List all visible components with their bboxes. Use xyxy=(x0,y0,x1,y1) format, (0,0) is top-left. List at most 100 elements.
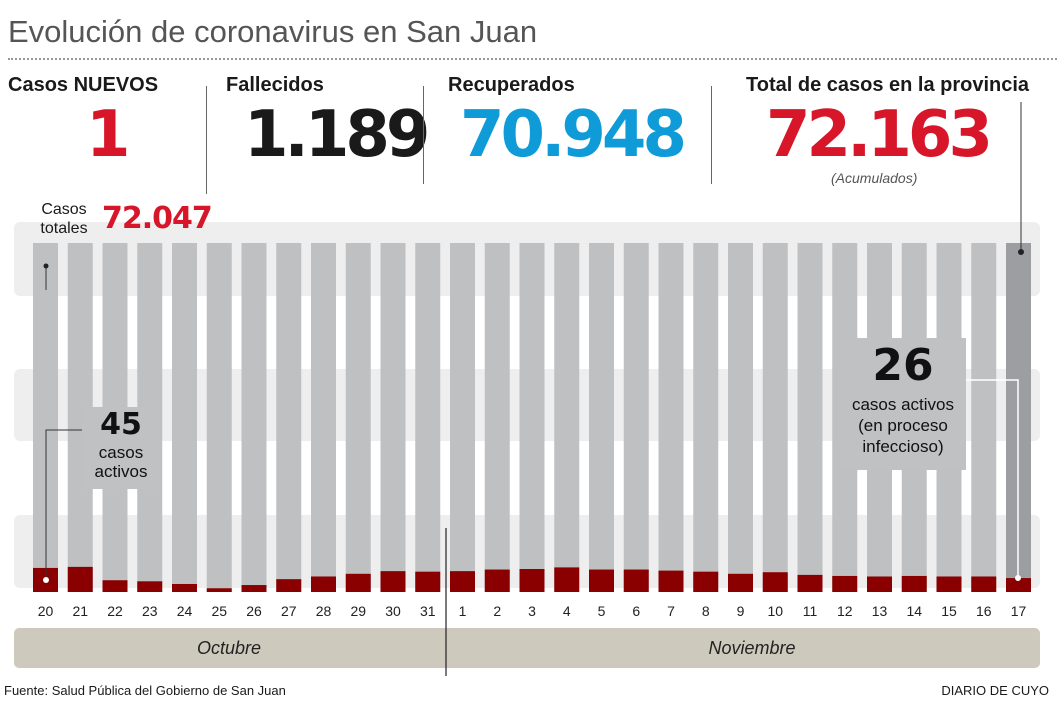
total-bar xyxy=(206,243,232,592)
active-cases-bar xyxy=(832,575,858,592)
pointer-line xyxy=(966,379,1019,578)
active-cases-bar xyxy=(484,569,510,592)
total-bar xyxy=(276,243,302,592)
start-annotation-value: 45 xyxy=(100,407,142,442)
end-annotation: 26 casos activos (en proceso infeccioso) xyxy=(840,338,966,470)
active-cases-bar xyxy=(797,574,823,592)
end-annotation-value: 26 xyxy=(872,340,934,391)
x-tick-label: 29 xyxy=(350,603,366,619)
total-bar xyxy=(484,243,510,592)
x-tick-label: 22 xyxy=(107,603,123,619)
start-annotation-text: casos activos xyxy=(94,443,148,481)
new-cases-label: Casos NUEVOS xyxy=(8,74,159,96)
month-label: Noviembre xyxy=(708,638,795,658)
total-note: (Acumulados) xyxy=(831,170,918,186)
active-cases-bar xyxy=(415,571,441,592)
separator xyxy=(423,86,424,184)
active-cases-bar xyxy=(450,571,475,592)
active-cases-bar xyxy=(206,588,232,592)
month-strip xyxy=(14,628,1040,668)
active-cases-bar xyxy=(172,583,197,592)
end-annotation-text: casos activos xyxy=(851,395,955,414)
total-bar xyxy=(311,243,336,592)
x-tick-label: 7 xyxy=(667,603,675,619)
separator xyxy=(711,86,712,184)
active-cases-bar xyxy=(276,579,302,592)
x-tick-label: 24 xyxy=(177,603,193,619)
pointer-dot xyxy=(43,577,49,583)
total-bar xyxy=(380,243,406,592)
active-cases-bar xyxy=(728,573,753,592)
pointer-dot xyxy=(1018,249,1024,255)
active-cases-bar xyxy=(589,569,614,592)
total-bar xyxy=(450,243,475,592)
x-tick-label: 12 xyxy=(837,603,853,619)
total-bar xyxy=(693,243,719,592)
total-bar xyxy=(971,243,997,592)
active-cases-bar xyxy=(102,580,128,592)
active-cases-bar xyxy=(311,576,336,592)
x-tick-label: 27 xyxy=(281,603,297,619)
start-total-value: 72.047 xyxy=(102,201,213,236)
active-cases-bar xyxy=(901,575,927,592)
total-bar xyxy=(623,243,649,592)
x-tick-label: 14 xyxy=(906,603,922,619)
brand-text: DIARIO DE CUYO xyxy=(941,683,1049,698)
x-tick-label: 16 xyxy=(976,603,992,619)
active-cases-bar xyxy=(345,573,371,592)
active-cases-bar xyxy=(762,572,788,592)
x-tick-label: 28 xyxy=(316,603,332,619)
active-cases-bar xyxy=(554,567,580,592)
x-tick-label: 13 xyxy=(872,603,888,619)
total-bar xyxy=(658,243,684,592)
x-tick-label: 23 xyxy=(142,603,158,619)
active-cases-bar xyxy=(867,576,892,592)
source-text: Fuente: Salud Pública del Gobierno de Sa… xyxy=(4,683,286,698)
deaths-value: 1.189 xyxy=(244,98,430,172)
x-tick-label: 15 xyxy=(941,603,957,619)
total-value: 72.163 xyxy=(766,98,993,172)
recovered-label: Recuperados xyxy=(448,74,575,96)
x-tick-label: 30 xyxy=(385,603,401,619)
total-bar xyxy=(589,243,614,592)
start-annotation: 45 casos activos xyxy=(82,407,160,489)
active-cases-bar xyxy=(241,585,267,592)
x-tick-label: 5 xyxy=(598,603,606,619)
x-tick-label: 10 xyxy=(767,603,783,619)
x-tick-label: 3 xyxy=(528,603,536,619)
x-tick-label: 21 xyxy=(72,603,88,619)
active-cases-bar xyxy=(971,576,997,592)
x-tick-label: 25 xyxy=(211,603,227,619)
total-bar xyxy=(345,243,371,592)
end-annotation-text: infeccioso) xyxy=(862,437,944,456)
deaths-label: Fallecidos xyxy=(226,74,324,96)
x-tick-label: 26 xyxy=(246,603,262,619)
x-tick-label: 4 xyxy=(563,603,571,619)
total-bar xyxy=(241,243,267,592)
active-cases-bar xyxy=(623,569,649,592)
total-bar xyxy=(554,243,580,592)
total-bar xyxy=(519,243,545,592)
x-tick-label: 8 xyxy=(702,603,710,619)
total-label: Total de casos en la provincia xyxy=(746,74,1030,96)
recovered-value: 70.948 xyxy=(460,98,687,172)
active-cases-bar xyxy=(67,566,93,592)
month-label: Octubre xyxy=(197,638,261,658)
active-cases-bar xyxy=(380,571,406,592)
x-tick-label: 6 xyxy=(632,603,640,619)
new-cases-value: 1 xyxy=(86,98,130,172)
total-bar xyxy=(415,243,441,592)
x-tick-label: 9 xyxy=(737,603,745,619)
total-bar xyxy=(172,243,197,592)
pointer-dot xyxy=(1015,575,1021,581)
total-bar xyxy=(762,243,788,592)
active-cases-bar xyxy=(936,576,962,592)
x-tick-label: 17 xyxy=(1011,603,1027,619)
x-tick-label: 11 xyxy=(803,603,818,619)
active-cases-bar xyxy=(137,581,163,592)
title-divider xyxy=(8,58,1057,60)
pointer-line xyxy=(45,429,82,580)
start-total-label: Casos totales xyxy=(40,201,88,237)
